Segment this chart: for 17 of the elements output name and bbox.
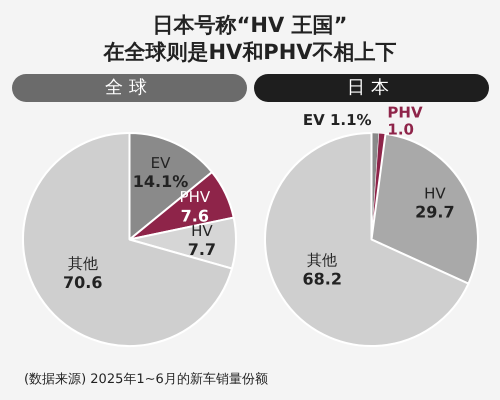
data-label: 68.2 (302, 269, 342, 288)
slice-label: HV (424, 184, 446, 202)
data-label: 70.6 (62, 272, 102, 292)
chart-title: 全球 (12, 74, 246, 102)
chart-title: 日本 (254, 74, 488, 102)
text: 日本号称“HV 王国” (152, 12, 348, 39)
data-label: 29.7 (414, 202, 454, 222)
text: 在全球则是HV和PHV不相上下 (102, 39, 398, 66)
text: (数据来源) 2025年1~6月的新车销量份额 (24, 371, 268, 388)
data-label: 1.0 (386, 120, 414, 138)
data-label: 14.1% (132, 172, 188, 192)
slice-label: EV (150, 154, 171, 172)
slice-label: PHV (386, 103, 422, 122)
slice-label: 其他 (67, 254, 98, 273)
slice-label: 其他 (306, 251, 337, 270)
slice-label: EV 1.1% (302, 110, 372, 129)
data-label: 7.7 (187, 240, 216, 260)
